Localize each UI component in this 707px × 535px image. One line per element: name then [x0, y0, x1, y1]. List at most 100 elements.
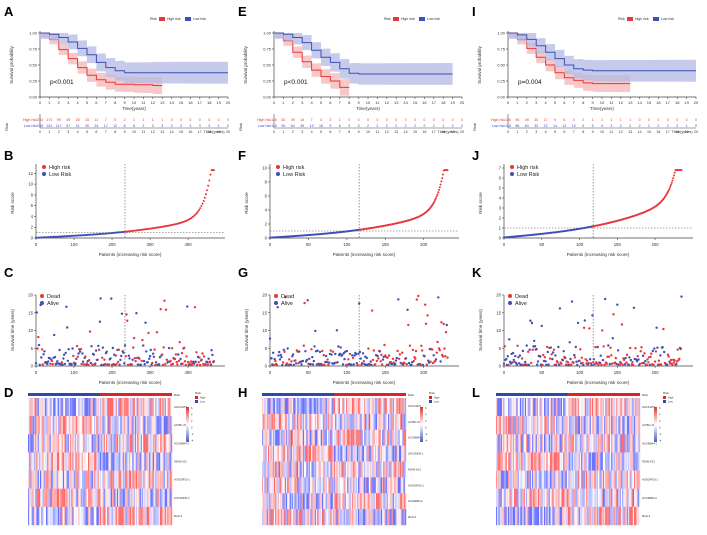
heatmap-cell: [281, 509, 283, 526]
heatmap-cell: [390, 493, 392, 510]
heatmap-cell: [162, 506, 164, 526]
heatmap-cell: [54, 416, 56, 435]
legend-title: Risk: [384, 17, 391, 21]
dead-point: [676, 348, 679, 351]
heatmap-cell: [586, 488, 588, 508]
y-tick-label: 0.75: [263, 47, 272, 52]
annotation-high: [568, 393, 640, 396]
alive-point: [58, 348, 61, 352]
heatmap-cell: [533, 488, 535, 508]
risk-value: 19: [310, 124, 314, 128]
heatmap-cell: [148, 416, 150, 435]
heatmap-cell: [29, 506, 31, 526]
x-tick-label: 7: [573, 100, 576, 105]
heatmap-cell: [162, 434, 164, 453]
dead-point: [283, 350, 286, 353]
risk-value: 117: [56, 124, 62, 128]
dead-point: [196, 363, 199, 366]
heatmap-cell: [104, 470, 107, 489]
heatmap-cell: [610, 434, 612, 453]
heatmap-cell: [532, 416, 534, 435]
heatmap-cell: [323, 398, 325, 415]
alive-point: [536, 363, 539, 366]
dead-point: [178, 341, 181, 344]
dead-point: [625, 353, 629, 356]
heatmap-cell: [500, 452, 503, 471]
heatmap-cell: [575, 488, 577, 508]
heatmap-cell: [376, 509, 378, 526]
heatmap-cell: [509, 398, 511, 417]
heatmap-cell: [29, 488, 31, 508]
heatmap-cell: [539, 416, 541, 435]
heatmap-cell: [162, 398, 164, 417]
dead-point: [348, 352, 352, 356]
heatmap-cell: [312, 413, 314, 430]
dead-point: [107, 363, 111, 366]
heatmap-cell: [83, 488, 85, 508]
heatmap-cell: [288, 477, 290, 494]
dead-point: [605, 362, 608, 365]
dead-point: [101, 356, 104, 359]
heatmap-cell: [599, 452, 601, 471]
x-tick-label: 12: [385, 100, 390, 105]
heatmap-cell: [379, 493, 381, 510]
heatmap-cell: [294, 493, 296, 510]
heatmap-cell: [82, 416, 84, 435]
x-tick-label: 200: [420, 242, 428, 247]
heatmap-cell: [77, 416, 79, 435]
heatmap-cell: [282, 477, 284, 494]
heatmap-cell: [160, 452, 162, 471]
heatmap-cell: [307, 509, 309, 526]
heatmap-cell: [618, 398, 620, 417]
alive-point: [655, 326, 658, 329]
dead-point: [667, 355, 670, 358]
heatmap-cell: [337, 477, 339, 494]
heatmap-cell: [391, 445, 393, 462]
heatmap-cell: [120, 452, 122, 471]
heatmap-cell: [606, 452, 608, 471]
heatmap-cell: [403, 493, 405, 510]
x-tick-label: 20: [460, 100, 465, 105]
heatmap-cell: [320, 461, 323, 478]
risk-x-tick-label: 14: [404, 130, 408, 134]
alive-point: [407, 361, 411, 365]
heatmap-cell: [74, 488, 77, 508]
heatmap-cell: [398, 429, 401, 446]
heatmap-cell: [114, 434, 116, 453]
risk-x-tick-label: 8: [348, 130, 350, 134]
heatmap-cell: [290, 445, 293, 462]
heatmap-cell: [132, 488, 134, 508]
heatmap-cell: [384, 398, 386, 415]
x-tick-label: 18: [441, 100, 446, 105]
heatmap-cell: [308, 429, 311, 446]
heatmap-cell: [560, 416, 563, 435]
legend-item-high: High risk: [401, 17, 415, 21]
heatmap-cell: [145, 434, 147, 453]
heatmap-cell: [107, 506, 109, 526]
alive-point: [42, 353, 45, 356]
heatmap-cell: [331, 429, 333, 446]
heatmap-cell: [523, 416, 525, 435]
alive-point: [529, 319, 532, 322]
heatmap-cell: [626, 488, 629, 508]
heatmap-cell: [508, 434, 510, 453]
heatmap-cell: [110, 506, 113, 526]
heatmap-cell: [169, 506, 171, 526]
heatmap-cell: [559, 398, 561, 417]
heatmap-cell: [46, 452, 48, 471]
scale-tick-label: 4: [659, 413, 661, 417]
heatmap-cell: [382, 398, 384, 415]
heatmap-cell: [558, 470, 560, 489]
alive-point: [62, 353, 66, 356]
heatmap-cell: [572, 416, 575, 435]
heatmap-cell: [353, 445, 355, 462]
heatmap-cell: [529, 470, 531, 489]
heatmap-cell: [523, 470, 525, 489]
alive-point: [328, 361, 331, 364]
alive-point: [81, 352, 84, 355]
heatmap-cell: [356, 477, 359, 494]
heatmap-cell: [38, 416, 41, 435]
gene-label: RDH5-AS1: [174, 460, 187, 464]
heatmap-cell: [145, 398, 147, 417]
dead-point: [570, 363, 573, 366]
